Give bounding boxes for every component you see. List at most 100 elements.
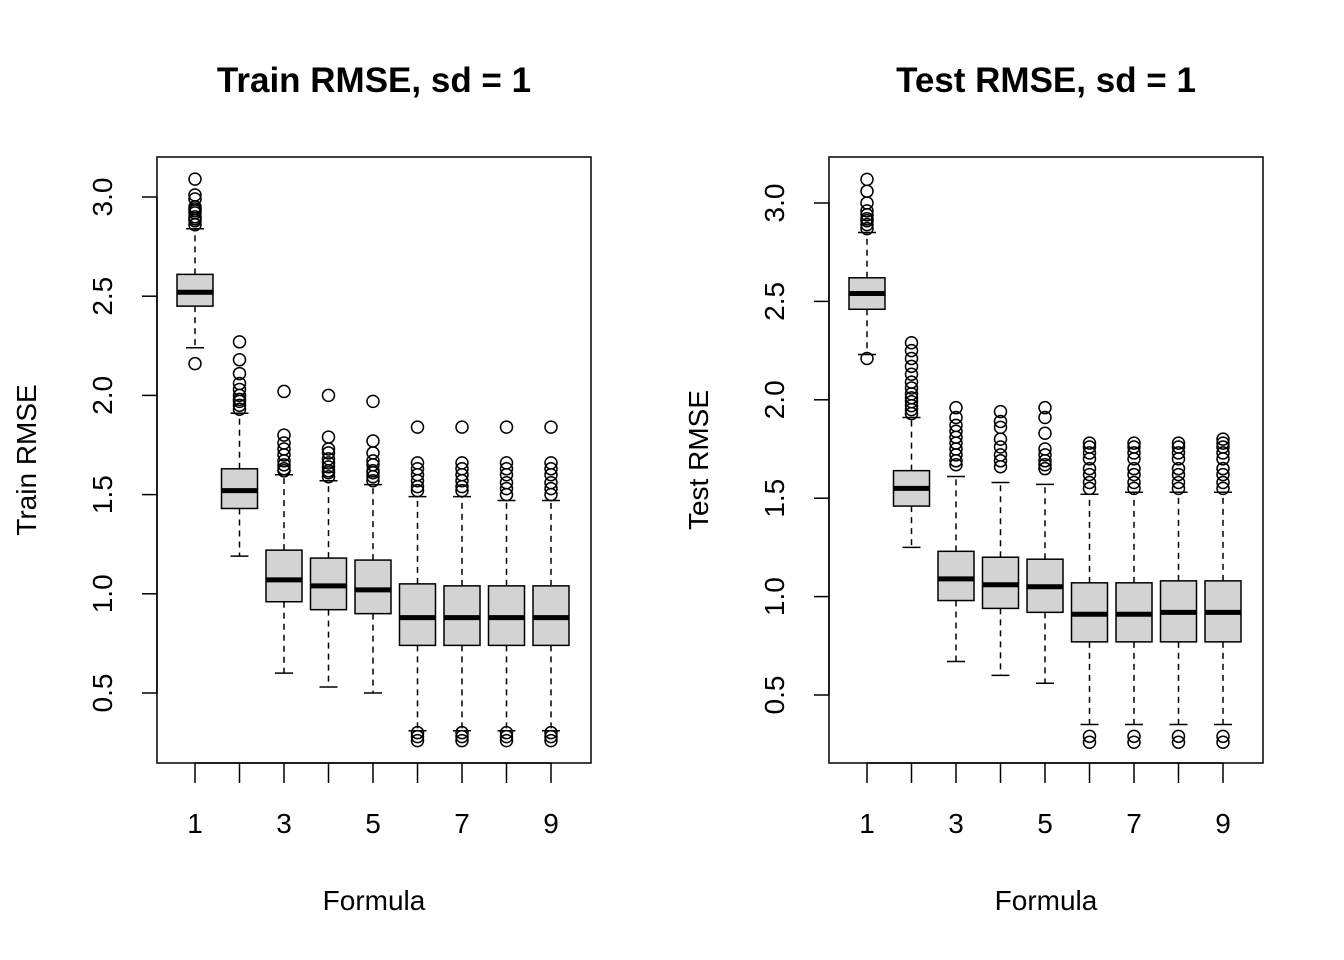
- x-tick-label: 7: [454, 808, 470, 839]
- x-tick-label: 1: [187, 808, 203, 839]
- outlier-point: [993, 404, 1008, 419]
- outlier-point: [410, 725, 425, 740]
- outlier-point: [544, 729, 558, 744]
- outlier-point: [232, 392, 247, 407]
- test-ylabel: Test RMSE: [683, 390, 714, 530]
- outlier-point: [993, 432, 1008, 446]
- outlier-point: [455, 420, 469, 434]
- outlier-point: [455, 725, 469, 740]
- outlier-point: [1171, 729, 1186, 744]
- outlier-point: [188, 356, 202, 371]
- x-tick-label: 5: [365, 808, 381, 839]
- outlier-point: [1127, 735, 1141, 749]
- outlier-point: [1082, 446, 1097, 460]
- outlier-point: [1082, 436, 1097, 450]
- outlier-point: [1038, 457, 1052, 472]
- outlier-point: [1038, 410, 1052, 425]
- outlier-point: [499, 456, 514, 470]
- outlier-point: [1216, 481, 1230, 496]
- outlier-point: [993, 454, 1008, 468]
- y-tick-label: 0.5: [87, 674, 118, 713]
- outlier-point: [277, 462, 291, 476]
- outlier-point: [1038, 442, 1052, 456]
- outlier-point: [410, 462, 425, 476]
- outlier-point: [232, 402, 247, 417]
- outlier-point: [1216, 475, 1230, 490]
- outlier-point: [1171, 461, 1186, 476]
- y-tick-label: 1.0: [87, 574, 118, 613]
- outlier-point: [544, 456, 558, 470]
- outlier-point: [993, 440, 1008, 454]
- outlier-point: [1216, 446, 1230, 460]
- y-tick-label: 0.5: [759, 676, 790, 715]
- outlier-point: [366, 464, 380, 478]
- y-tick-label: 1.0: [759, 577, 790, 616]
- outlier-point: [860, 172, 874, 187]
- outlier-point: [544, 420, 558, 434]
- outlier-point: [904, 375, 919, 389]
- outlier-point: [455, 733, 469, 748]
- outlier-point: [904, 351, 919, 366]
- outlier-point: [1171, 475, 1186, 490]
- outlier-point: [455, 456, 469, 470]
- outlier-point: [1216, 436, 1230, 450]
- x-tick-label: 7: [1126, 808, 1142, 839]
- outlier-point: [1216, 467, 1230, 482]
- outlier-point: [455, 729, 469, 744]
- outlier-point: [321, 388, 336, 403]
- outlier-point: [1127, 475, 1141, 490]
- outlier-point: [366, 473, 380, 488]
- outlier-point: [188, 188, 202, 202]
- outlier-point: [188, 192, 202, 206]
- y-tick-label: 2.5: [759, 282, 790, 321]
- train-title: Train RMSE, sd = 1: [217, 61, 531, 100]
- outlier-point: [321, 460, 336, 474]
- outlier-point: [1127, 481, 1141, 496]
- y-tick-label: 3.0: [759, 184, 790, 223]
- outlier-point: [1082, 735, 1097, 749]
- outlier-point: [860, 351, 874, 366]
- box: [398, 583, 437, 647]
- outlier-point: [860, 211, 874, 226]
- outlier-point: [1127, 436, 1141, 450]
- outlier-point: [277, 428, 291, 442]
- outlier-point: [1082, 467, 1097, 482]
- outlier-point: [949, 457, 963, 472]
- outlier-point: [949, 418, 963, 433]
- outlier-point: [321, 456, 336, 470]
- outlier-point: [1171, 446, 1186, 460]
- outlier-point: [455, 462, 469, 476]
- outlier-point: [1082, 440, 1097, 454]
- outlier-point: [993, 420, 1008, 435]
- outlier-point: [1082, 461, 1097, 476]
- outlier-point: [860, 196, 874, 210]
- outlier-point: [366, 394, 380, 409]
- test-xlabel: Formula: [995, 885, 1098, 916]
- outlier-point: [1038, 461, 1052, 476]
- outlier-point: [1127, 461, 1141, 476]
- outlier-point: [277, 458, 291, 472]
- box: [354, 559, 392, 615]
- outlier-point: [366, 446, 380, 460]
- y-tick-label: 2.5: [87, 277, 118, 316]
- test-panel: Test RMSE, sd = 1 Formula Test RMSE 0.5 1…: [683, 61, 1264, 916]
- outlier-point: [1216, 461, 1230, 476]
- outlier-point: [188, 210, 202, 224]
- outlier-point: [232, 376, 247, 391]
- train-ylabel: Train RMSE: [11, 384, 42, 535]
- outlier-point: [1171, 467, 1186, 482]
- train-plot-frame: [156, 156, 592, 764]
- outlier-point: [949, 400, 963, 415]
- outlier-point: [904, 343, 919, 358]
- outlier-point: [1127, 440, 1141, 454]
- outlier-point: [544, 733, 558, 748]
- outlier-point: [232, 398, 247, 413]
- outlier-point: [904, 395, 919, 409]
- outlier-point: [904, 367, 919, 381]
- outlier-point: [904, 335, 919, 350]
- outlier-point: [1127, 729, 1141, 744]
- outlier-point: [277, 384, 291, 399]
- x-tick-label: 3: [276, 808, 292, 839]
- outlier-point: [904, 381, 919, 395]
